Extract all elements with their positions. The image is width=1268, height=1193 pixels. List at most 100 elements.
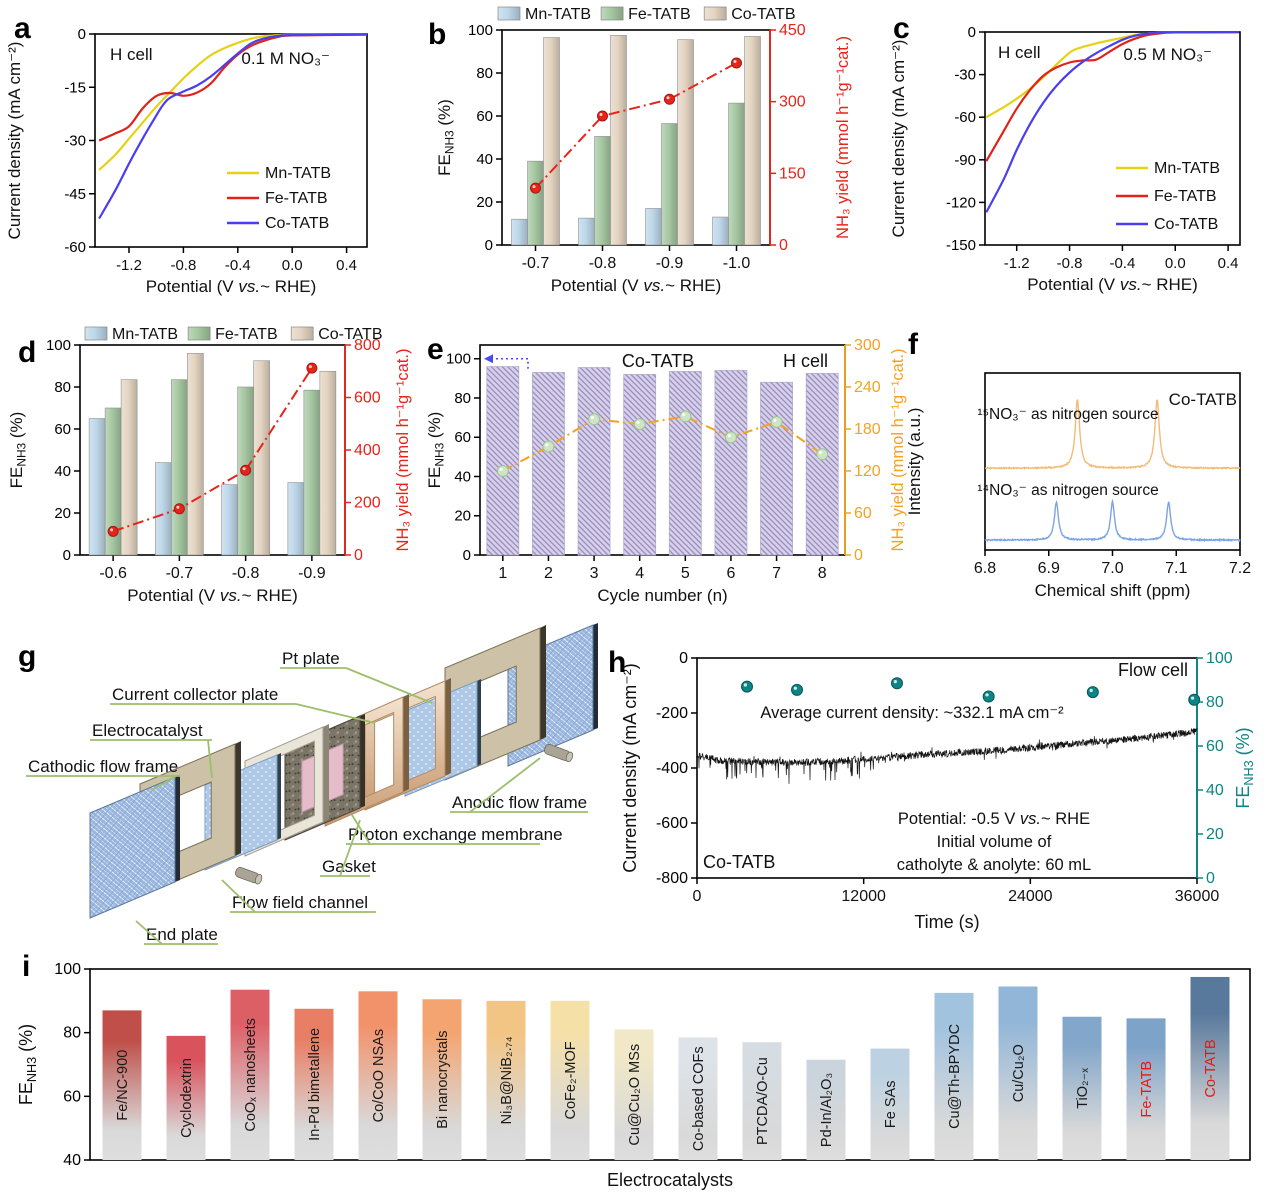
catalyst-bar-label: Fe-TATB xyxy=(1139,1061,1155,1118)
y-axis-label-right: NH₃ yield (mmol h⁻¹g⁻¹cat.) xyxy=(889,349,907,552)
bar-co-tatb--0.7 xyxy=(187,353,204,556)
legend-item: Mn-TATB xyxy=(1154,160,1220,177)
legend-item: Fe-TATB xyxy=(215,326,278,343)
panel-label-i: i xyxy=(22,950,31,983)
tick-label: 0.4 xyxy=(336,257,357,274)
bar-co-tatb--0.6 xyxy=(120,379,138,556)
tick-label: 20 xyxy=(54,505,71,522)
catalyst-bar-co-based-cofs xyxy=(678,1037,718,1160)
cycle-bar-hatch xyxy=(806,373,839,555)
catalyst-bar-coo-nanosheets xyxy=(230,989,270,1160)
cycle-bar-hatch xyxy=(669,371,702,555)
nmr-trace-0 xyxy=(985,399,1241,470)
bar-mn-tatb--0.7 xyxy=(511,218,528,246)
tick-label: 120 xyxy=(854,463,881,480)
tick-label: -30 xyxy=(954,67,976,84)
bar-co-tatb--0.8 xyxy=(253,360,270,556)
tick-label: 80 xyxy=(63,1025,81,1042)
tick-label: 100 xyxy=(1206,650,1233,667)
nmr-trace-1 xyxy=(984,498,1241,543)
catalyst-bar-cu-cu-o xyxy=(998,986,1038,1160)
cycle-bar-hatch xyxy=(623,374,656,555)
tick-label: 40 xyxy=(476,151,493,168)
tick-label: -1.2 xyxy=(1004,255,1030,272)
catalyst-bar-bi-nanocrystals xyxy=(422,999,462,1160)
tick-label: 0 xyxy=(693,888,702,905)
tick-label: 80 xyxy=(54,379,71,396)
tick-label: -30 xyxy=(64,133,86,150)
catalyst-bar-co-coo-nsas xyxy=(358,991,398,1160)
panel-label-a: a xyxy=(14,12,31,45)
nmr-trace-label: ¹⁵NO₃⁻ as nitrogen source xyxy=(977,406,1158,423)
catalyst-bar-fe-tatb xyxy=(1126,1018,1166,1160)
catalyst-bar-label: TiO₂₋ₓ xyxy=(1075,1068,1091,1109)
legend-item: Mn-TATB xyxy=(112,326,178,343)
yield-line xyxy=(534,62,737,189)
yield-line xyxy=(112,367,313,533)
y-axis-label-left: FENH3 (%) xyxy=(7,412,29,489)
tick-label: 300 xyxy=(779,94,806,111)
lsv-curve-co-tatb xyxy=(98,33,368,220)
cycle-bar-hatch xyxy=(760,382,793,555)
diagram-label-flow-field-channel: Flow field channel xyxy=(232,893,368,912)
bar-fe-tatb--1.0 xyxy=(728,102,745,246)
catalyst-bar-label: Pd-In/Al₂O₃ xyxy=(819,1073,835,1147)
x-axis-label: Potential (V vs.~ RHE) xyxy=(1027,275,1198,294)
annotation-volume-1: Initial volume of xyxy=(937,833,1052,851)
tick-label: 100 xyxy=(468,22,493,39)
diagram-label-proton-exchange-membrane: Proton exchange membrane xyxy=(348,825,563,844)
diagram-label-anodic-flow-frame: Anodic flow frame xyxy=(452,793,587,812)
tick-label: 0 xyxy=(354,547,363,564)
tick-label: -1.0 xyxy=(723,255,751,272)
tick-label: 0.4 xyxy=(1218,255,1239,272)
diagram-label-end-plate: End plate xyxy=(146,925,218,944)
tick-label: 100 xyxy=(446,351,471,368)
tick-label: 200 xyxy=(354,495,381,512)
lsv-curve-mn-tatb xyxy=(98,33,368,171)
tick-label: 80 xyxy=(476,65,493,82)
tick-label: 20 xyxy=(454,508,471,525)
bar-co-tatb--1.0 xyxy=(744,36,761,246)
tick-label: 60 xyxy=(476,108,493,125)
bar-fe-tatb--0.9 xyxy=(661,123,678,246)
tick-label: 60 xyxy=(454,429,471,446)
catalyst-bar-label: PTCDA/O-Cu xyxy=(755,1057,771,1145)
legend-item: Fe-TATB xyxy=(265,190,328,207)
tick-label: 6.8 xyxy=(974,560,996,577)
x-axis-label: Time (s) xyxy=(914,912,979,932)
tick-label: 4 xyxy=(635,565,644,582)
tick-label: 7.1 xyxy=(1165,560,1187,577)
legend-item: Co-TATB xyxy=(318,326,382,343)
tick-label: -0.9 xyxy=(656,255,684,272)
catalyst-bar-label: Ni₃B@NiB₂.₇₄ xyxy=(499,1036,515,1124)
tick-label: 80 xyxy=(1206,694,1224,711)
tick-label: 0.0 xyxy=(1165,255,1186,272)
tick-label: 60 xyxy=(1206,738,1224,755)
y-axis-label-left: FENH3 (%) xyxy=(425,412,447,489)
diagram-label-current-collector-plate: Current collector plate xyxy=(112,685,278,704)
catalyst-bar-in-pd-bimetallene xyxy=(294,1008,334,1160)
bar-fe-tatb--0.8 xyxy=(594,136,611,246)
annotation-electrolyte: 0.1 M NO₃⁻ xyxy=(241,49,330,68)
bar-mn-tatb--1.0 xyxy=(712,216,729,246)
arrowhead-icon xyxy=(484,354,493,364)
tick-label: 0 xyxy=(779,237,788,254)
diagram-label-cathodic-flow-frame: Cathodic flow frame xyxy=(28,757,178,776)
annotation-cell-type: H cell xyxy=(110,45,153,64)
tick-label: -15 xyxy=(64,79,86,96)
tick-label: -0.4 xyxy=(225,257,251,274)
legend-item: Mn-TATB xyxy=(265,165,331,182)
y-axis-label-left: FENH3 (%) xyxy=(435,99,457,176)
catalyst-bar-label: CoFe₂-MOF xyxy=(563,1041,579,1119)
bar-co-tatb--0.9 xyxy=(677,39,694,246)
tick-label: 300 xyxy=(854,337,881,354)
tick-label: 450 xyxy=(779,22,806,39)
annotation-cell-type: Flow cell xyxy=(1118,660,1188,680)
legend-item: Co-TATB xyxy=(1154,216,1218,233)
catalyst-bar-fe-nc-900 xyxy=(102,1010,142,1160)
tick-label: -90 xyxy=(954,152,976,169)
catalyst-bar-pd-in-al-o- xyxy=(806,1059,846,1160)
annotation-cell-type: H cell xyxy=(998,43,1041,62)
tick-label: 40 xyxy=(63,1152,81,1169)
